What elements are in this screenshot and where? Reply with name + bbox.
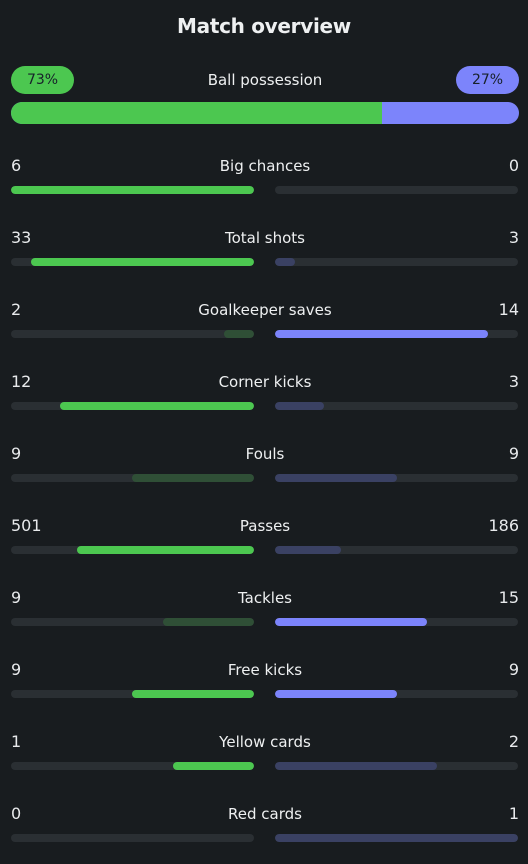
home-bar-fill xyxy=(163,618,254,626)
away-bar-track xyxy=(275,690,518,698)
home-possession-badge: 73% xyxy=(11,66,74,94)
away-value: 9 xyxy=(508,660,519,679)
stat-label: Tackles xyxy=(237,589,293,607)
home-bar-track xyxy=(11,618,254,626)
home-bar-track xyxy=(11,834,254,842)
home-value: 501 xyxy=(11,516,42,535)
home-bar-fill xyxy=(224,330,254,338)
home-bar-fill xyxy=(31,258,254,266)
away-bar-track xyxy=(275,186,518,194)
stat-row: 6 Big chances 0 xyxy=(11,154,519,198)
away-bar-track xyxy=(275,834,518,842)
home-bar-fill xyxy=(77,546,254,554)
away-bar-fill xyxy=(275,474,397,482)
away-value: 3 xyxy=(508,228,519,247)
away-bar-track xyxy=(275,330,518,338)
home-bar-fill xyxy=(132,474,254,482)
home-bar-fill xyxy=(60,402,254,410)
home-possession-fill xyxy=(11,102,382,124)
home-bar-track xyxy=(11,258,254,266)
stat-label: Goalkeeper saves xyxy=(198,301,332,319)
stat-label: Fouls xyxy=(245,445,285,463)
away-value: 9 xyxy=(508,444,519,463)
home-bar-track xyxy=(11,330,254,338)
away-value: 186 xyxy=(488,516,519,535)
away-bar-fill xyxy=(275,690,397,698)
away-bar-track xyxy=(275,474,518,482)
home-value: 9 xyxy=(11,660,22,679)
home-value: 6 xyxy=(11,156,22,175)
home-bar-track xyxy=(11,402,254,410)
home-value: 9 xyxy=(11,444,22,463)
away-bar-track xyxy=(275,762,518,770)
home-value: 2 xyxy=(11,300,22,319)
home-value: 0 xyxy=(11,804,22,823)
home-bar-track xyxy=(11,546,254,554)
away-value: 1 xyxy=(508,804,519,823)
home-value: 12 xyxy=(11,372,32,391)
home-bar-track xyxy=(11,186,254,194)
away-bar-fill xyxy=(275,618,427,626)
stat-label: Total shots xyxy=(225,229,305,247)
stat-row: 9 Tackles 15 xyxy=(11,586,519,630)
home-bar-fill xyxy=(132,690,254,698)
stat-row: 2 Goalkeeper saves 14 xyxy=(11,298,519,342)
away-bar-fill xyxy=(275,834,518,842)
possession-label: Ball possession xyxy=(207,71,323,89)
away-possession-badge: 27% xyxy=(456,66,519,94)
away-bar-fill xyxy=(275,330,488,338)
stat-label: Corner kicks xyxy=(218,373,312,391)
stat-row: 0 Red cards 1 xyxy=(11,802,519,846)
stat-label: Red cards xyxy=(228,805,302,823)
stat-row: 501 Passes 186 xyxy=(11,514,519,558)
possession-bar xyxy=(11,102,519,124)
home-value: 9 xyxy=(11,588,22,607)
home-value: 33 xyxy=(11,228,32,247)
stat-row: 12 Corner kicks 3 xyxy=(11,370,519,414)
away-value: 2 xyxy=(508,732,519,751)
stat-label: Big chances xyxy=(219,157,311,175)
home-bar-track xyxy=(11,474,254,482)
home-bar-fill xyxy=(11,186,254,194)
stat-row: 1 Yellow cards 2 xyxy=(11,730,519,774)
away-bar-track xyxy=(275,546,518,554)
page-title: Match overview xyxy=(177,14,351,38)
away-value: 3 xyxy=(508,372,519,391)
stat-row: 9 Free kicks 9 xyxy=(11,658,519,702)
stat-label: Yellow cards xyxy=(219,733,311,751)
home-bar-track xyxy=(11,762,254,770)
away-bar-track xyxy=(275,258,518,266)
away-bar-fill xyxy=(275,546,341,554)
home-value: 1 xyxy=(11,732,22,751)
away-bar-track xyxy=(275,618,518,626)
away-value: 0 xyxy=(508,156,519,175)
away-bar-fill xyxy=(275,762,437,770)
away-bar-fill xyxy=(275,258,295,266)
away-value: 14 xyxy=(498,300,519,319)
home-bar-fill xyxy=(173,762,254,770)
away-bar-track xyxy=(275,402,518,410)
away-value: 15 xyxy=(498,588,519,607)
stat-label: Free kicks xyxy=(227,661,303,679)
ball-possession-row: 73% Ball possession 27% xyxy=(11,66,519,126)
stat-label: Passes xyxy=(239,517,291,535)
home-bar-track xyxy=(11,690,254,698)
stat-row: 9 Fouls 9 xyxy=(11,442,519,486)
stat-row: 33 Total shots 3 xyxy=(11,226,519,270)
away-bar-fill xyxy=(275,402,324,410)
